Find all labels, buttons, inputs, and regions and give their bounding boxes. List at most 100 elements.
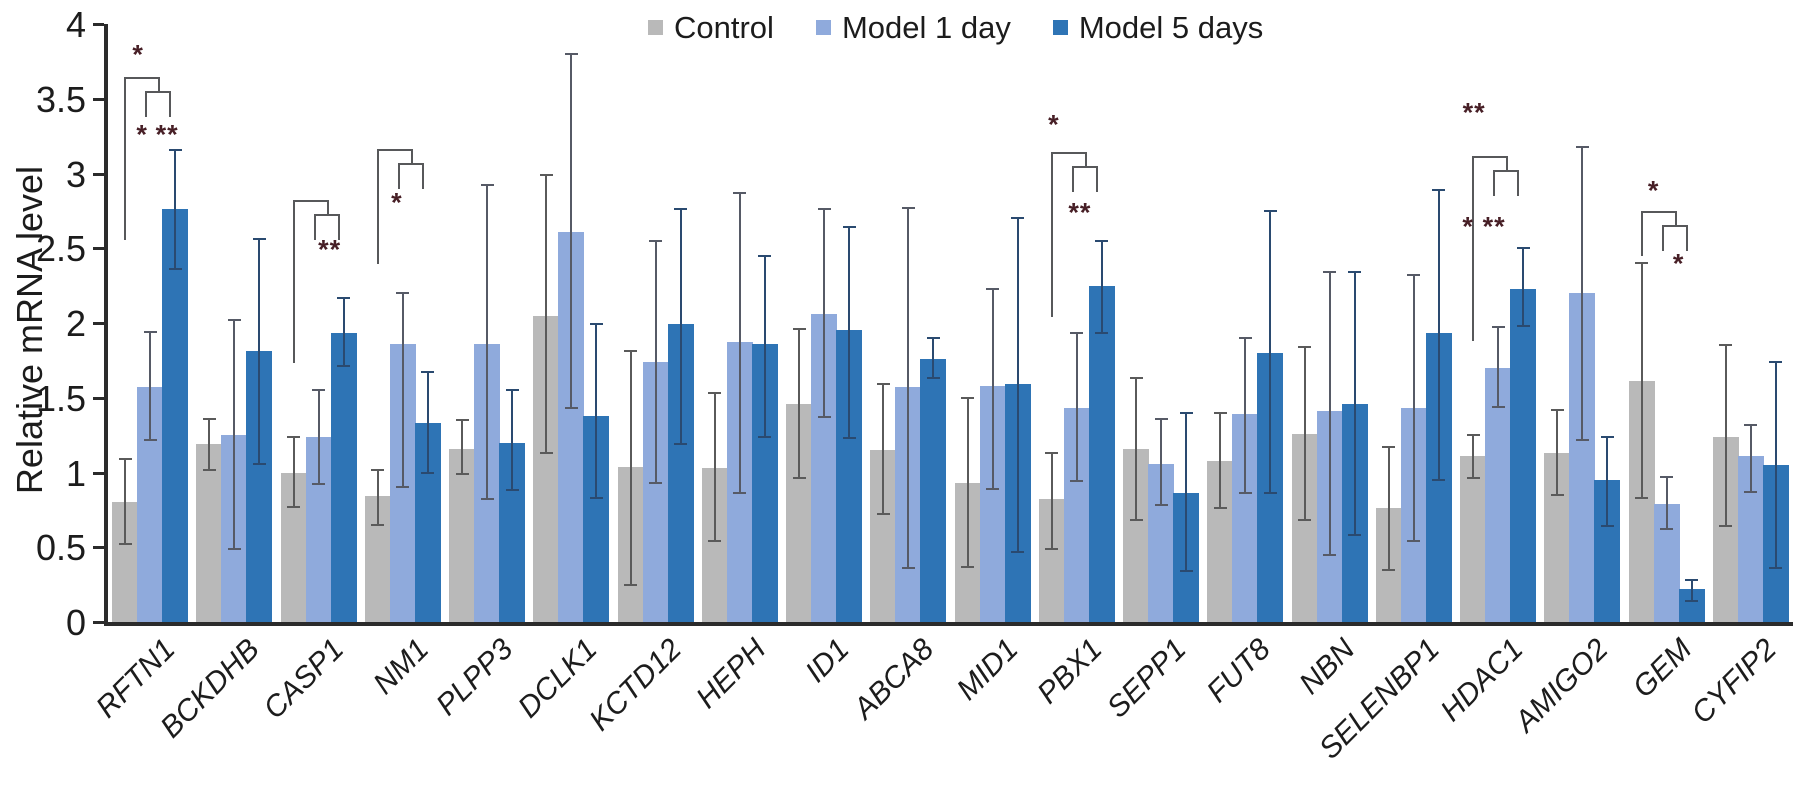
legend-swatch-icon	[648, 20, 663, 35]
error-bar-cap	[1095, 332, 1109, 335]
error-bar	[174, 149, 177, 270]
significance-bracket-line	[1050, 152, 1087, 154]
error-bar-cap	[1635, 496, 1649, 499]
significance-bracket-line	[326, 200, 329, 216]
error-bar-cap	[202, 417, 216, 420]
error-bar	[1724, 345, 1727, 527]
error-bar-cap	[1095, 239, 1109, 242]
error-bar-cap	[1011, 217, 1025, 220]
error-bar-cap	[1432, 478, 1446, 481]
error-bar-cap	[1685, 579, 1699, 582]
error-bar-cap	[480, 184, 494, 187]
error-bar	[1690, 580, 1693, 602]
error-bar-cap	[1070, 480, 1084, 483]
error-bar-cap	[792, 327, 806, 330]
error-bar-cap	[505, 489, 519, 492]
significance-mark: **	[1482, 211, 1506, 242]
error-bar	[258, 239, 261, 464]
error-bar-cap	[287, 505, 301, 508]
error-bar-cap	[396, 486, 410, 489]
significance-mark: *	[1672, 248, 1685, 279]
significance-bracket-line	[1640, 211, 1643, 256]
error-bar-cap	[1348, 271, 1362, 274]
error-bar	[1556, 409, 1559, 495]
significance-bracket-line	[1685, 225, 1688, 251]
bar-control	[196, 444, 223, 622]
error-bar-cap	[143, 330, 157, 333]
error-bar	[124, 459, 127, 545]
error-bar-cap	[758, 435, 772, 438]
error-bar-cap	[539, 452, 553, 455]
error-bar	[713, 393, 716, 542]
legend-label: Model 5 days	[1078, 10, 1264, 45]
error-bar-cap	[758, 254, 772, 257]
error-bar-cap	[1719, 525, 1733, 528]
bar-model-1-day	[1485, 367, 1512, 622]
significance-mark: **	[318, 234, 342, 265]
error-bar-cap	[143, 438, 157, 441]
error-bar-cap	[589, 496, 603, 499]
error-bar-cap	[1744, 423, 1758, 426]
y-tick	[93, 546, 104, 550]
error-bar-cap	[986, 487, 1000, 490]
error-bar-cap	[455, 419, 469, 422]
significance-bracket-line	[1493, 170, 1496, 196]
error-bar	[149, 331, 152, 440]
significance-mark: *	[391, 187, 403, 218]
y-tick-label: 1	[65, 452, 86, 494]
significance-bracket-line	[337, 214, 340, 240]
error-bar-cap	[674, 443, 688, 446]
error-bar-cap	[876, 513, 890, 516]
error-bar-cap	[252, 238, 266, 241]
error-bar-cap	[1516, 247, 1530, 250]
error-bar-cap	[1744, 490, 1758, 493]
error-bar-cap	[817, 416, 831, 419]
error-bar	[1353, 272, 1356, 536]
significance-mark: *	[132, 39, 144, 70]
error-bar-cap	[589, 323, 603, 326]
y-tick-label: 3.5	[35, 78, 86, 120]
significance-bracket-line	[124, 77, 161, 79]
error-bar-cap	[1407, 540, 1421, 543]
x-axis	[104, 622, 1793, 626]
significance-bracket-line	[1493, 170, 1520, 172]
error-bar-cap	[118, 458, 132, 461]
x-category-label: HEPH	[689, 632, 772, 715]
error-bar	[1387, 447, 1390, 570]
error-bar	[1581, 146, 1584, 440]
significance-mark: **	[1462, 97, 1486, 128]
error-bar-cap	[337, 296, 351, 299]
significance-bracket-line	[1050, 152, 1053, 317]
error-bar-cap	[371, 468, 385, 471]
error-bar	[486, 185, 489, 500]
y-tick	[93, 247, 104, 251]
significance-bracket-line	[1661, 225, 1688, 227]
error-bar-cap	[926, 377, 940, 380]
error-bar-cap	[252, 462, 266, 465]
error-bar	[401, 293, 404, 488]
error-bar-cap	[421, 371, 435, 374]
error-bar-cap	[564, 407, 578, 410]
error-bar	[763, 255, 766, 437]
error-bar-cap	[1213, 411, 1227, 414]
legend-item: Model 5 days	[1052, 10, 1264, 45]
error-bar-cap	[1382, 446, 1396, 449]
significance-bracket-line	[158, 77, 161, 93]
error-bar-cap	[1045, 452, 1059, 455]
error-bar	[342, 297, 345, 367]
significance-bracket-line	[1071, 166, 1074, 192]
error-bar-cap	[455, 472, 469, 475]
error-bar	[1160, 418, 1163, 506]
error-bar-cap	[961, 396, 975, 399]
x-category-label: MID1	[950, 632, 1025, 707]
significance-bracket-line	[145, 91, 148, 117]
error-bar-cap	[1407, 274, 1421, 277]
error-bar	[595, 324, 598, 498]
error-bar-cap	[1466, 477, 1480, 480]
error-bar-cap	[1432, 188, 1446, 191]
error-bar-cap	[1575, 145, 1589, 148]
error-bar-cap	[312, 483, 326, 486]
error-bar-cap	[337, 365, 351, 368]
significance-bracket-line	[1517, 170, 1520, 196]
